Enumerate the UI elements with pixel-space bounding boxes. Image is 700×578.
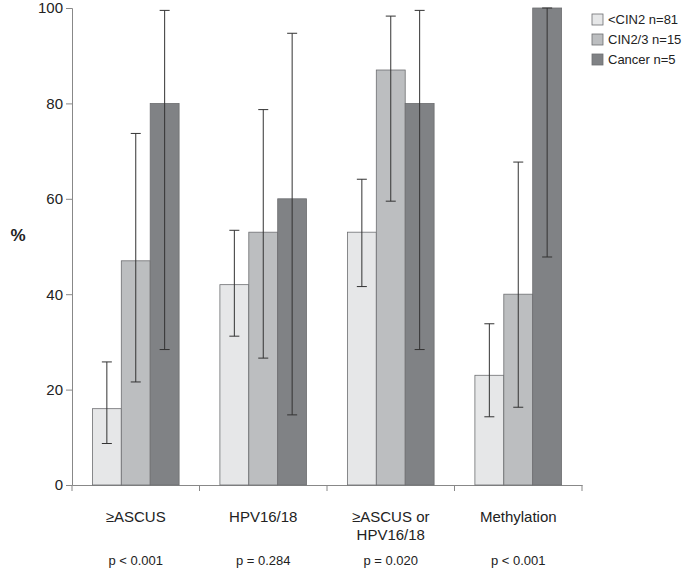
p-value: p = 0.020 <box>363 553 418 568</box>
error-bar <box>160 10 170 349</box>
plot: 0 20 40 60 80 100 ≥ASCUS HPV16/18 ≥ASCUS orHPV16… <box>38 0 583 568</box>
x-tick: ≥ASCUS orHPV16/18 <box>352 485 429 543</box>
x-boundary-tick <box>582 485 583 491</box>
p-value: p = 0.284 <box>236 553 291 568</box>
y-tick-label: 40 <box>46 286 63 303</box>
error-bar <box>386 16 396 201</box>
y-tick-mark <box>66 294 72 295</box>
x-tick-label: Methylation <box>480 508 557 525</box>
x-boundary-tick <box>72 485 73 491</box>
bars <box>92 8 561 485</box>
legend: <CIN2 n=81 CIN2/3 n=15 Cancer n=5 <box>592 12 681 67</box>
x-tick: HPV16/18 <box>229 485 297 525</box>
y-tick-label: 20 <box>46 381 63 398</box>
error-bar <box>415 10 425 349</box>
y-tick-mark <box>66 390 72 391</box>
y-tick: 20 <box>46 381 72 398</box>
y-tick: 60 <box>46 190 72 207</box>
p-value: p < 0.001 <box>108 553 163 568</box>
x-tick-label: ≥ASCUS orHPV16/18 <box>352 508 429 543</box>
error-bar <box>484 324 494 417</box>
legend-item: CIN2/3 n=15 <box>592 32 681 47</box>
y-tick-mark <box>66 8 72 9</box>
y-axis-title: % <box>10 226 25 245</box>
x-tick: Methylation <box>480 485 557 525</box>
y-tick-mark <box>66 485 72 486</box>
error-bar <box>357 179 367 286</box>
p-value: p < 0.001 <box>491 553 546 568</box>
y-tick-label: 60 <box>46 190 63 207</box>
legend-swatch <box>592 34 603 45</box>
x-tick-label: HPV16/18 <box>229 508 297 525</box>
y-tick-label: 80 <box>46 95 63 112</box>
y-tick-mark <box>66 103 72 104</box>
legend-swatch <box>592 14 603 25</box>
error-bar <box>229 230 239 336</box>
y-axis-line <box>66 9 73 486</box>
y-tick: 80 <box>46 95 72 112</box>
chart: 0 20 40 60 80 100 ≥ASCUS HPV16/18 ≥ASCUS orHPV16… <box>0 0 700 578</box>
error-bar <box>287 33 297 415</box>
legend-label: <CIN2 n=81 <box>608 12 678 27</box>
x-axis: ≥ASCUS HPV16/18 ≥ASCUS orHPV16/18 Methylati… <box>73 485 583 543</box>
legend-swatch <box>592 54 603 65</box>
legend-label: Cancer n=5 <box>608 52 676 67</box>
error-bar <box>542 8 552 257</box>
error-bar <box>131 133 141 382</box>
y-tick-mark <box>66 199 72 200</box>
error-bar <box>513 162 523 407</box>
y-tick-label: 0 <box>55 476 63 493</box>
y-tick: 40 <box>46 286 72 303</box>
error-bar <box>102 362 112 444</box>
y-tick: 0 <box>55 476 72 493</box>
x-boundary-tick <box>454 485 455 491</box>
x-tick: ≥ASCUS <box>106 485 166 525</box>
bar <box>533 8 562 485</box>
y-tick-label: 100 <box>38 0 63 16</box>
y-axis: 0 20 40 60 80 100 <box>38 0 73 493</box>
legend-label: CIN2/3 n=15 <box>608 32 681 47</box>
x-boundary-tick <box>327 485 328 491</box>
y-tick: 100 <box>38 0 72 16</box>
error-bar <box>258 110 268 359</box>
legend-item: Cancer n=5 <box>592 52 676 67</box>
x-boundary-tick <box>199 485 200 491</box>
x-tick-label: ≥ASCUS <box>106 508 166 525</box>
legend-item: <CIN2 n=81 <box>592 12 678 27</box>
